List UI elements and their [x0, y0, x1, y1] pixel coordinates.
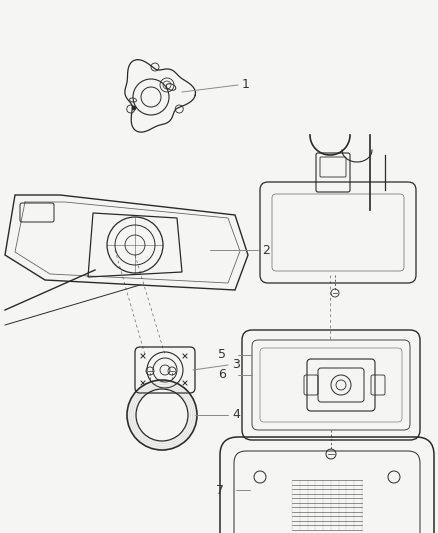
Text: 4: 4 — [232, 408, 240, 422]
Text: 5: 5 — [218, 349, 226, 361]
Circle shape — [132, 106, 136, 110]
Text: 1: 1 — [242, 78, 250, 92]
Text: 2: 2 — [262, 244, 270, 256]
Text: 7: 7 — [216, 483, 224, 497]
Text: 3: 3 — [232, 359, 240, 372]
Text: 6: 6 — [218, 368, 226, 382]
